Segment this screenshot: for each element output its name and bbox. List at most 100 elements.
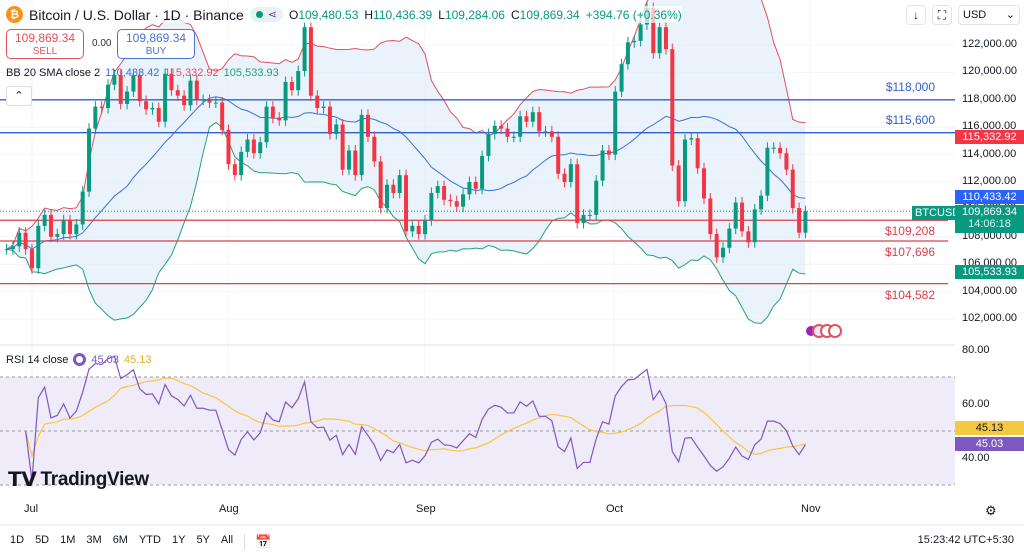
rsi-line xyxy=(25,355,806,481)
candle xyxy=(264,106,269,143)
price-level-label[interactable]: $118,000 xyxy=(885,79,935,94)
candle xyxy=(619,64,624,92)
candle xyxy=(448,199,453,202)
candle xyxy=(175,90,180,96)
candle xyxy=(106,84,111,109)
price-level-label[interactable]: $107,696 xyxy=(884,244,935,259)
range-ytd[interactable]: YTD xyxy=(138,534,161,546)
range-5d[interactable]: 5D xyxy=(35,534,50,546)
currency-select[interactable]: USD ⌄ xyxy=(958,5,1020,25)
candle xyxy=(365,114,370,137)
candle xyxy=(213,102,218,104)
range-5y[interactable]: 5Y xyxy=(196,534,210,546)
symbol-header: ₿ Bitcoin / U.S. Dollar · 1D · Binance ⋖… xyxy=(6,6,682,23)
candle xyxy=(346,150,351,170)
fullscreen-icon[interactable]: ⛶ xyxy=(932,5,952,25)
rsi-value-tag: 45.03 xyxy=(955,437,1024,451)
price-axis-tick: 102,000.00 xyxy=(962,312,1018,324)
candle xyxy=(182,95,187,106)
settings-gear-icon[interactable]: ⚙ xyxy=(985,503,997,518)
candle xyxy=(61,220,66,235)
candle xyxy=(232,164,237,176)
candle xyxy=(42,214,47,226)
month-label: Sep xyxy=(416,503,436,515)
collapse-legend-button[interactable]: ⌃ xyxy=(6,86,32,106)
month-label: Oct xyxy=(606,503,624,515)
candle xyxy=(87,128,92,192)
price-axis-tick: 122,000.00 xyxy=(962,38,1018,50)
bb-upper-tag: 115,332.92 xyxy=(955,130,1024,144)
range-1d[interactable]: 1D xyxy=(10,534,25,546)
candle xyxy=(689,138,694,140)
candle xyxy=(740,202,745,232)
candle xyxy=(613,91,618,155)
candle xyxy=(600,150,605,181)
candle xyxy=(93,106,98,129)
candle xyxy=(562,173,567,182)
candle xyxy=(473,182,478,189)
candle xyxy=(771,147,776,149)
candle xyxy=(505,128,510,137)
price-axis-tick: 104,000.00 xyxy=(962,284,1018,297)
candle xyxy=(55,234,60,237)
candle xyxy=(169,73,174,91)
candle xyxy=(23,232,28,250)
candle xyxy=(454,201,459,207)
candle xyxy=(797,208,802,233)
candle xyxy=(201,99,206,101)
candle xyxy=(315,95,320,109)
candle xyxy=(714,234,719,258)
price-level-label[interactable]: $115,600 xyxy=(885,112,935,127)
bb-basis-value: 110,433.42 xyxy=(105,67,160,79)
calendar-goto-icon[interactable]: 📅 xyxy=(244,534,271,550)
range-6m[interactable]: 6M xyxy=(112,534,128,546)
sell-button[interactable]: 109,869.34 SELL xyxy=(6,29,84,59)
candle xyxy=(581,214,586,224)
price-axis-tick: 114,000.00 xyxy=(962,147,1017,160)
candle xyxy=(746,231,751,243)
loading-icon xyxy=(73,353,87,366)
events-icon[interactable] xyxy=(804,324,842,338)
candle xyxy=(435,186,440,193)
candle xyxy=(226,129,231,165)
candle xyxy=(461,194,466,207)
candle xyxy=(277,117,282,121)
candle xyxy=(29,249,34,269)
candle xyxy=(80,191,85,225)
candle xyxy=(423,220,428,235)
month-label: Aug xyxy=(219,503,239,515)
last-price-tag: 109,869.34 14:06:18 xyxy=(955,205,1024,233)
price-level-label[interactable]: $104,582 xyxy=(884,287,935,302)
range-all[interactable]: All xyxy=(220,534,234,546)
range-1m[interactable]: 1M xyxy=(60,534,76,546)
candle xyxy=(524,116,529,122)
candle xyxy=(442,186,447,200)
buy-button[interactable]: 109,869.34 BUY xyxy=(117,29,195,59)
candle xyxy=(410,225,415,232)
candle xyxy=(48,214,53,237)
candle xyxy=(137,75,142,102)
candle xyxy=(289,81,294,91)
market-status-pill[interactable]: ⋖ xyxy=(249,7,283,22)
candle xyxy=(480,155,485,189)
candle xyxy=(144,101,149,110)
candle xyxy=(296,71,301,91)
share-icon: ⋖ xyxy=(267,9,277,21)
candle xyxy=(156,108,161,122)
price-level-label[interactable]: $109,208 xyxy=(884,224,935,239)
bollinger-legend[interactable]: BB 20 SMA close 2 110,433.42 115,332.92 … xyxy=(6,67,279,79)
rsi-legend[interactable]: RSI 14 close 45.03 45.13 xyxy=(6,353,152,366)
range-1y[interactable]: 1Y xyxy=(171,534,186,546)
clock[interactable]: 15:23:42 UTC+5:30 xyxy=(917,534,1014,546)
download-button[interactable]: ↓ xyxy=(906,5,926,25)
range-3m[interactable]: 3M xyxy=(86,534,102,546)
candle xyxy=(308,27,313,96)
price-axis-tick: 120,000.00 xyxy=(962,65,1018,78)
candle xyxy=(150,108,155,110)
symbol-title[interactable]: Bitcoin / U.S. Dollar · 1D · Binance xyxy=(29,6,244,23)
candle xyxy=(334,124,339,135)
tradingview-logo[interactable]: 𝗧𝗩 TradingView xyxy=(8,468,149,492)
candle xyxy=(511,136,516,138)
candle xyxy=(670,49,675,166)
